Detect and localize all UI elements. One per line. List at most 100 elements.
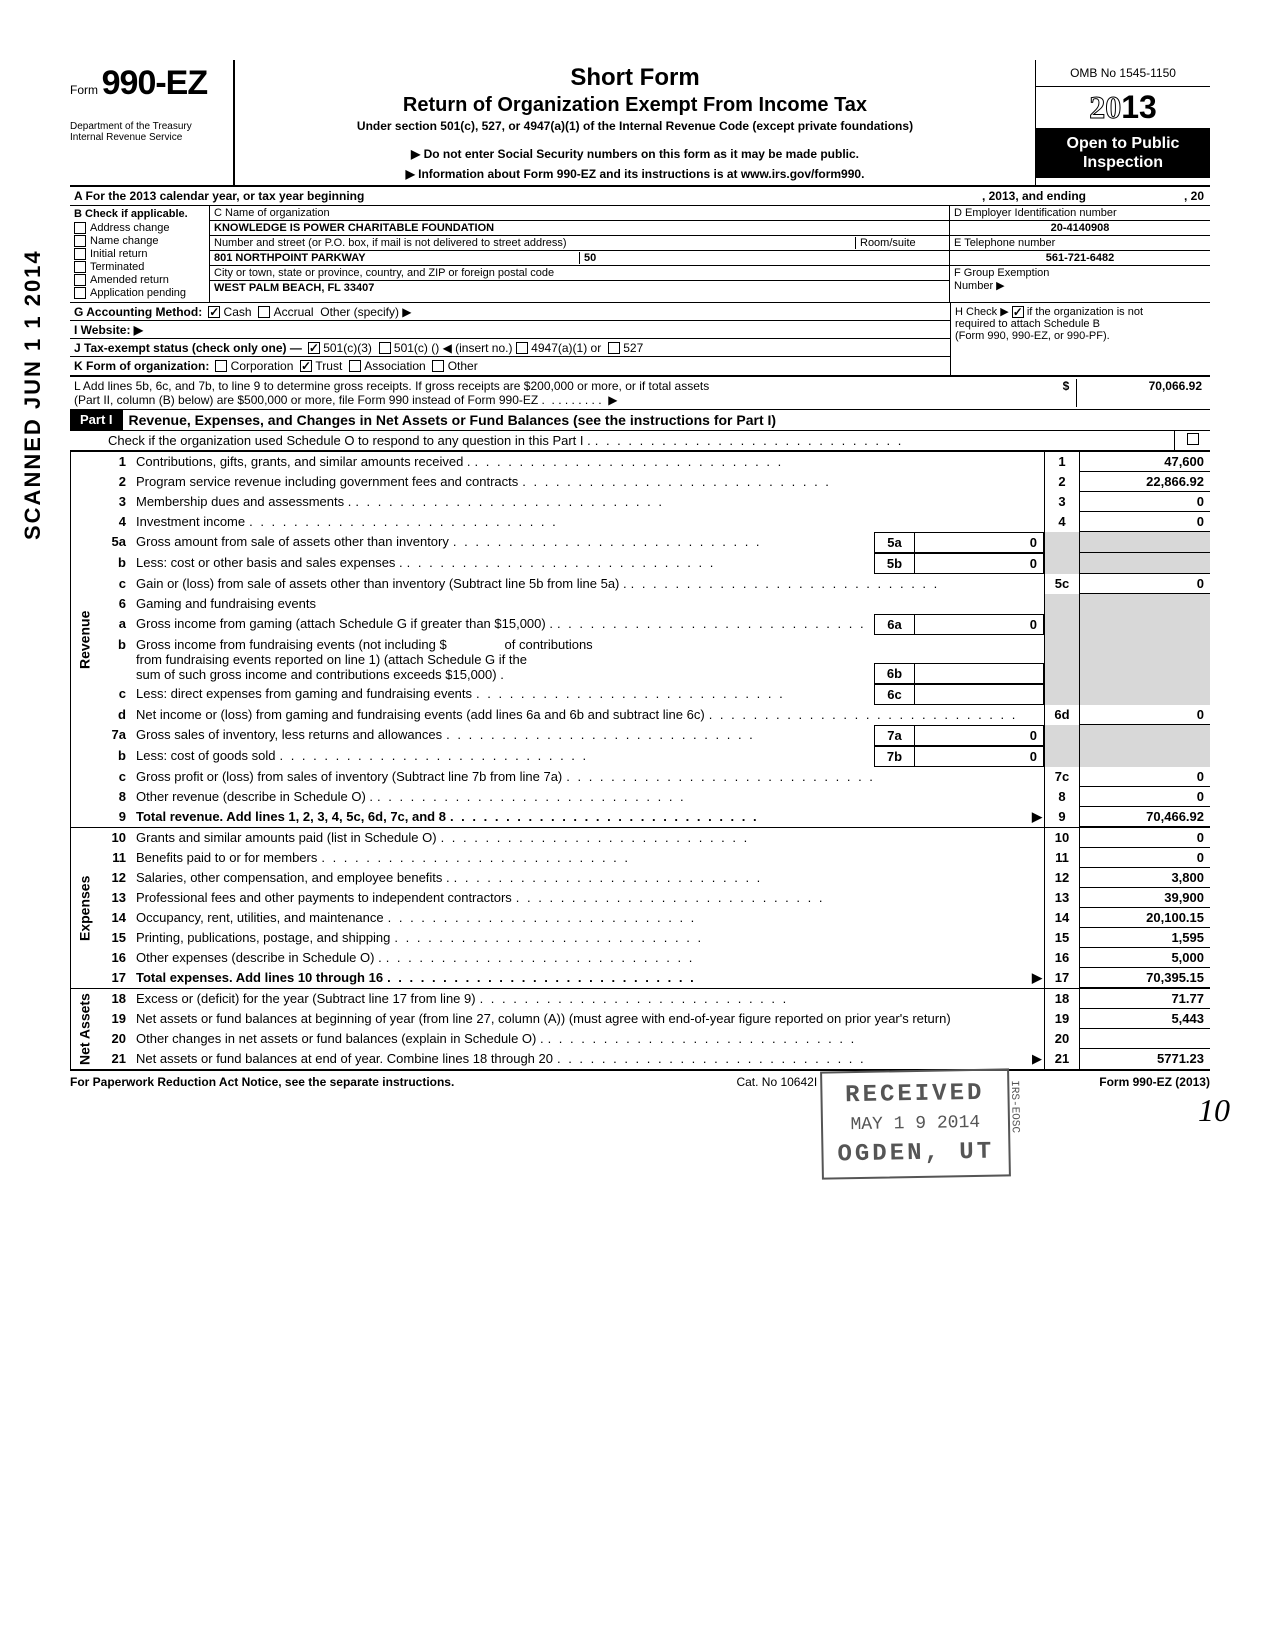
dots [480,991,1042,1006]
footer-center: Cat. No 10642I [736,1075,817,1089]
opt-4947: 4947(a)(1) or [531,341,601,355]
section-b: B Check if applicable. Address change Na… [70,206,210,302]
line-num: 15 [98,928,134,948]
opt-cash: Cash [224,305,252,319]
sub-num: 5b [874,553,914,574]
dots [377,789,1042,804]
part1-check-row: Check if the organization used Schedule … [70,431,1210,451]
chk-terminated[interactable]: Terminated [74,261,205,273]
checkbox-icon [74,261,86,273]
dots [595,433,1172,448]
title-short-form: Short Form [243,64,1027,92]
line-refnum: 6d [1044,705,1080,725]
line-refnum: 4 [1044,512,1080,532]
netassets-body: 18 Excess or (deficit) for the year (Sub… [98,989,1210,1069]
checkbox-4947-icon[interactable] [516,342,528,354]
row-k: K Form of organization: Corporation Trus… [70,357,950,375]
chk-label: Initial return [90,248,147,260]
row-l: L Add lines 5b, 6c, and 7b, to line 9 to… [70,376,1210,410]
line-num: 21 [98,1049,134,1069]
line-amount: 0 [1080,492,1210,512]
shade-cell [1044,594,1080,614]
line-13: 13 Professional fees and other payments … [98,888,1210,908]
line-num: c [98,574,134,594]
line-num: 17 [98,968,134,988]
line-desc: Program service revenue including govern… [136,474,518,489]
shade-cell [1044,614,1080,635]
stamp-location: OGDEN, UT [838,1135,995,1171]
checkbox-accrual-icon[interactable] [258,306,270,318]
chk-application-pending[interactable]: Application pending [74,287,205,299]
line-6b-d2: of contributions [505,637,593,652]
line-6a: a Gross income from gaming (attach Sched… [98,614,1210,635]
line-amount: 70,395.15 [1080,968,1210,988]
dots [475,454,1042,469]
spacer [70,431,106,450]
checkbox-501c3-icon[interactable] [308,342,320,354]
line-4: 4 Investment income 4 0 [98,512,1210,532]
chk-name-change[interactable]: Name change [74,235,205,247]
opt-527: 527 [623,341,643,355]
dots [387,970,1032,985]
stamp-received-text: RECEIVED [837,1077,994,1113]
checkbox-schedule-b-icon[interactable] [1012,306,1024,318]
line-1: 1 Contributions, gifts, grants, and simi… [98,452,1210,472]
line-desc: Total expenses. Add lines 10 through 16 [136,970,383,985]
shade-cell [1080,635,1210,684]
year-outline: 20 [1089,89,1121,125]
dots [249,514,1042,529]
line-amount: 0 [1080,787,1210,807]
line-desc: Gross profit or (loss) from sales of inv… [136,769,562,784]
line-10: 10 Grants and similar amounts paid (list… [98,828,1210,848]
checkbox-527-icon[interactable] [608,342,620,354]
opt-501c-insert: ) ◀ (insert no.) [435,341,512,355]
dept-line1: Department of the Treasury [70,121,227,132]
line-21: 21 Net assets or fund balances at end of… [98,1049,1210,1069]
shade-cell [1080,614,1210,635]
section-c: C Name of organization KNOWLEDGE IS POWE… [210,206,950,302]
line-num: 1 [98,452,134,472]
line-num: 14 [98,908,134,928]
line-desc: Gain or (loss) from sale of assets other… [136,576,627,591]
line-desc: Net income or (loss) from gaming and fun… [136,707,705,722]
checkbox-trust-icon[interactable] [300,360,312,372]
checkbox-icon [74,248,86,260]
checkbox-assoc-icon[interactable] [349,360,361,372]
line-refnum: 3 [1044,492,1080,512]
opt-501c: 501(c) ( [394,341,435,355]
line-7a: 7a Gross sales of inventory, less return… [98,725,1210,746]
section-b-header: B Check if applicable. [74,208,205,220]
line-amount: 20,100.15 [1080,908,1210,928]
line-desc: Net assets or fund balances at end of ye… [136,1051,553,1066]
line-desc: Gross sales of inventory, less returns a… [136,727,442,742]
dots [394,930,1042,945]
line-desc: Benefits paid to or for members [136,850,317,865]
e-label: E Telephone number [950,236,1210,251]
line-amount: 0 [1080,767,1210,787]
row-i-label: I Website: ▶ [74,323,143,337]
line-num: b [98,553,134,574]
chk-amended-return[interactable]: Amended return [74,274,205,286]
line-desc: Other changes in net assets or fund bala… [136,1031,544,1046]
chk-label: Application pending [90,287,186,299]
checkbox-corp-icon[interactable] [215,360,227,372]
line-desc: Less: direct expenses from gaming and fu… [136,686,472,701]
line-num: b [98,746,134,767]
dots [450,809,1032,824]
chk-address-change[interactable]: Address change [74,222,205,234]
tax-year: 2013 [1036,87,1210,128]
stamp-date: MAY 1 9 2014 [837,1110,994,1138]
section-def: D Employer Identification number 20-4140… [950,206,1210,302]
line-refnum: 20 [1044,1029,1080,1049]
checkbox-cash-icon[interactable] [208,306,220,318]
line-desc: Excess or (deficit) for the year (Subtra… [136,991,476,1006]
sub-amount: 0 [914,746,1044,767]
chk-initial-return[interactable]: Initial return [74,248,205,260]
checkbox-schedule-o-icon[interactable] [1187,433,1199,445]
checkbox-501c-icon[interactable] [379,342,391,354]
stamp-side: IRS-EOSC [1006,1080,1022,1133]
line-amount: 5,443 [1080,1009,1210,1029]
checkbox-other-icon[interactable] [432,360,444,372]
line-amount: 5771.23 [1080,1049,1210,1069]
shade-cell [1044,553,1080,574]
